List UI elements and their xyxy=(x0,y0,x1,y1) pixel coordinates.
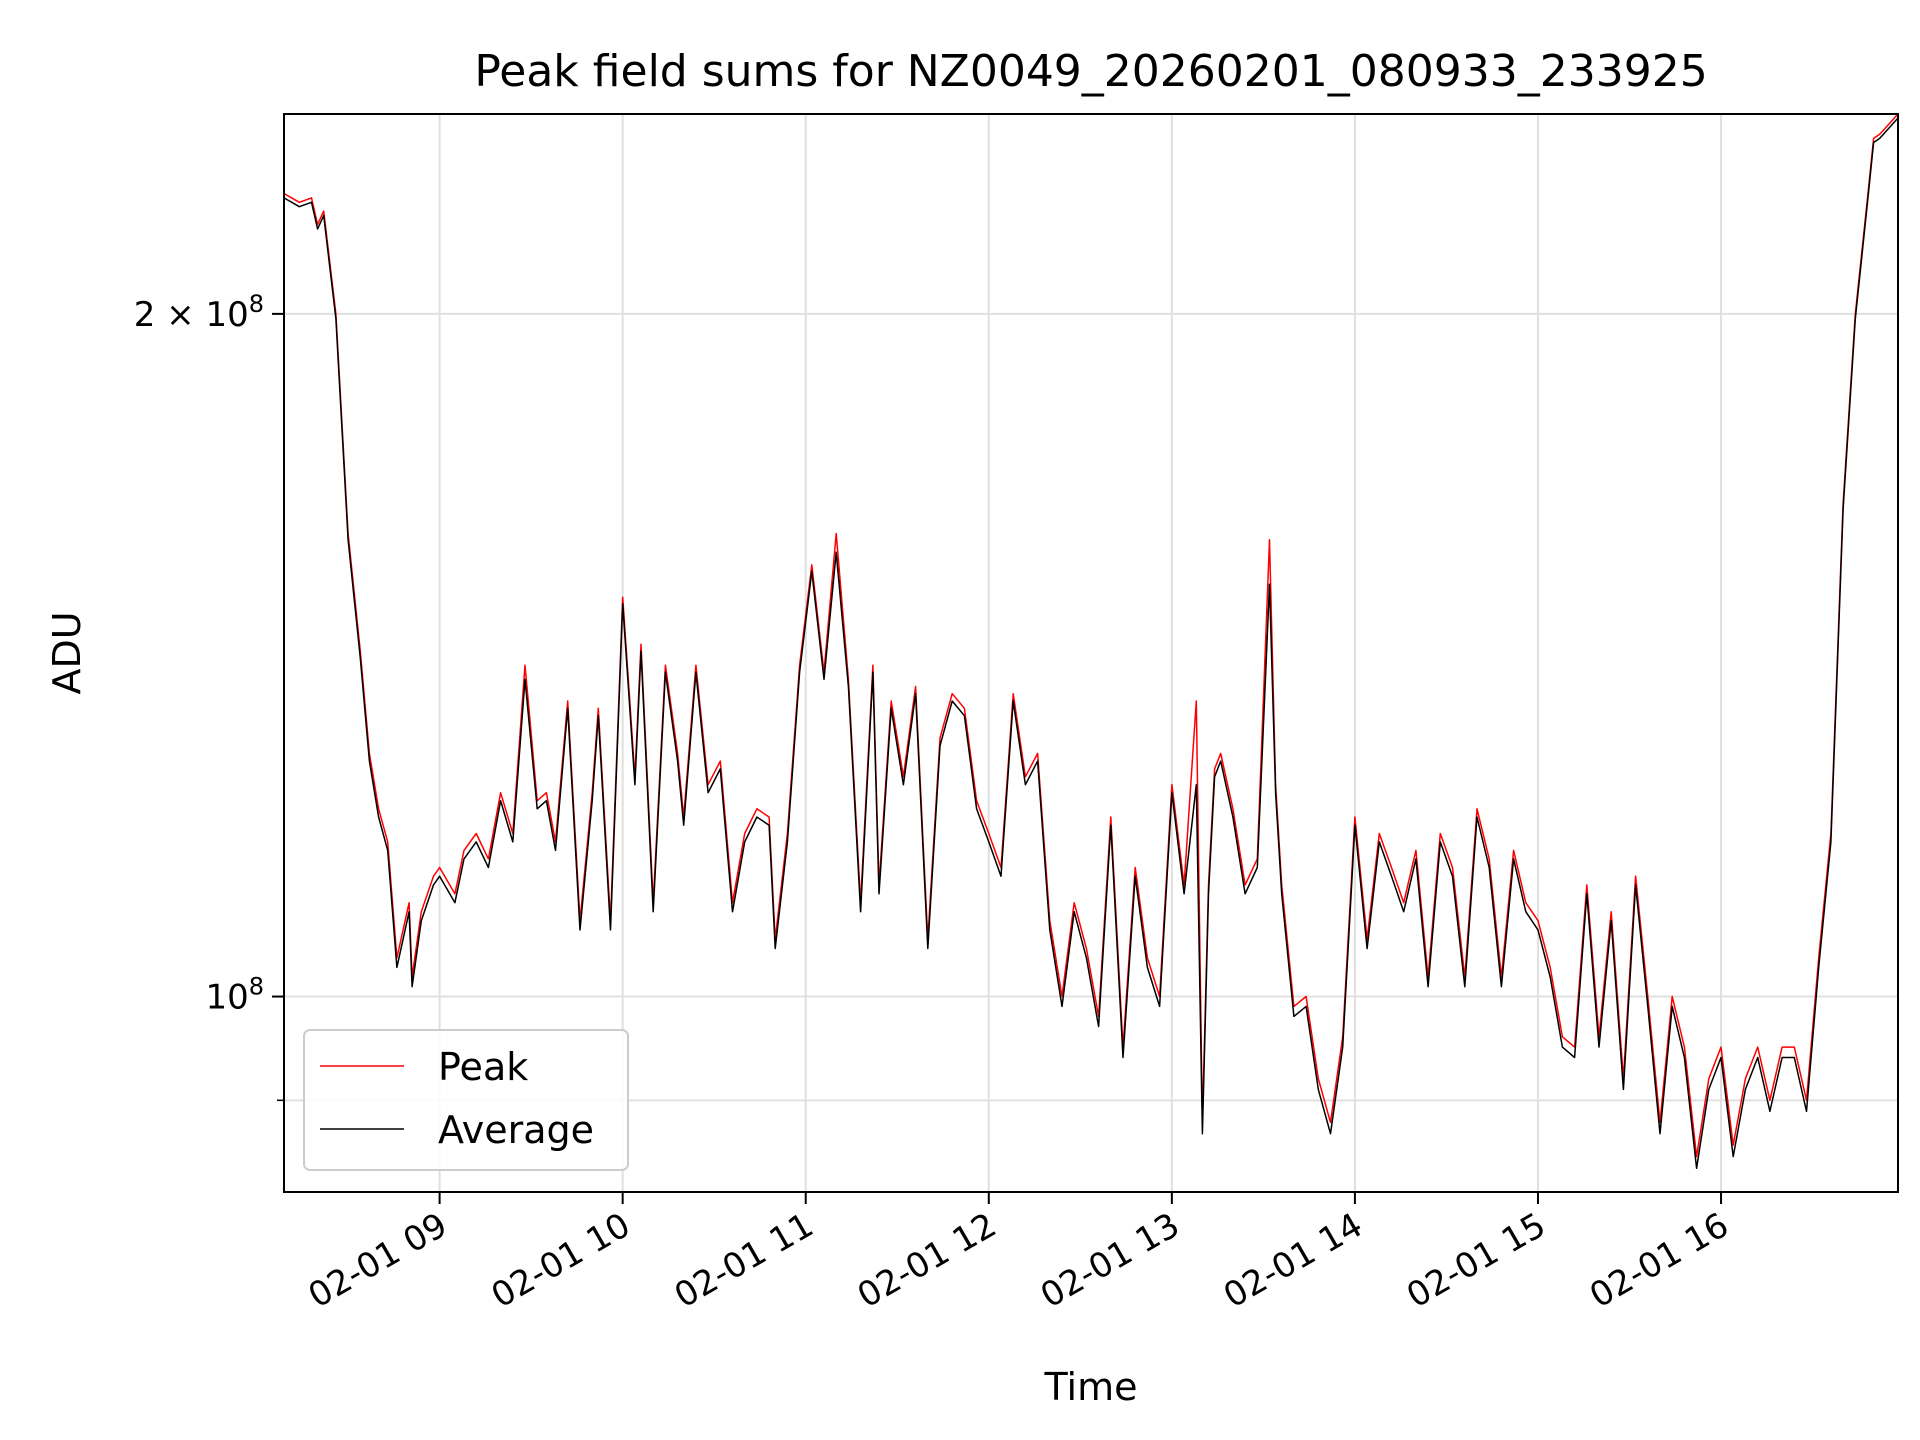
series-layer xyxy=(283,113,1899,1170)
y-tick-exponent: 8 xyxy=(249,290,264,318)
chart-title: Peak field sums for NZ0049_20260201_0809… xyxy=(474,46,1707,97)
legend-label-peak: Peak xyxy=(438,1045,528,1089)
y-tick-exponent: 8 xyxy=(249,973,264,1001)
plot-frame xyxy=(283,113,1899,1193)
y-tick-base: 10 xyxy=(205,978,248,1018)
series-line-average xyxy=(283,117,1899,1170)
x-axis-label: Time xyxy=(1044,1365,1138,1409)
legend: Peak Average xyxy=(303,1029,629,1171)
legend-box xyxy=(303,1029,629,1171)
y-tick-label: 2 × 108 xyxy=(134,290,264,335)
y-tick-base: 10 xyxy=(205,295,248,335)
grid xyxy=(284,114,1898,1192)
y-tick-label: 108 xyxy=(205,973,264,1018)
y-tick-mantissa: 2 × xyxy=(134,295,206,335)
legend-label-average: Average xyxy=(438,1108,594,1152)
y-axis-label: ADU xyxy=(45,611,89,694)
